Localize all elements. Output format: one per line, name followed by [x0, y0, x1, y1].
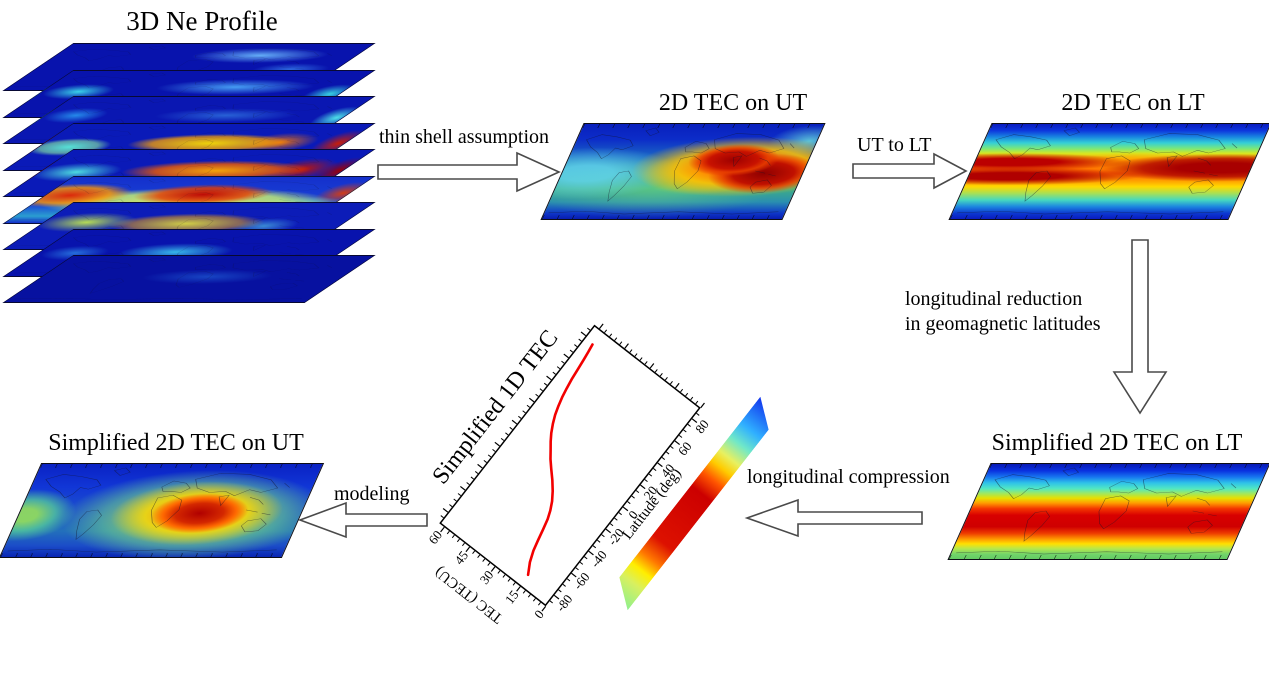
world-coastline — [13, 257, 363, 300]
plot-axes — [439, 323, 705, 612]
label-longitudinal-compression: longitudinal compression — [747, 466, 950, 488]
label-ut-to-lt: UT to LT — [857, 134, 932, 156]
label-longitudinal-reduction: longitudinal reduction in geomagnetic la… — [905, 287, 1101, 337]
title-3d-ne-profile: 3D Ne Profile — [126, 6, 278, 36]
map-simplified-2d-tec-on-ut — [0, 463, 325, 558]
world-coastline — [6, 467, 314, 553]
thin-shell-arrow-right-icon — [377, 151, 561, 193]
label-modeling: modeling — [334, 483, 410, 505]
title-simplified-2d-tec-on-lt: Simplified 2D TEC on LT — [991, 430, 1243, 456]
tec-profile-curve — [526, 343, 594, 577]
world-coastline — [547, 127, 817, 215]
title-2d-tec-on-ut: 2D TEC on UT — [658, 90, 808, 116]
title-simplified-2d-tec-on-ut: Simplified 2D TEC on UT — [48, 430, 304, 456]
title-2d-tec-on-lt: 2D TEC on LT — [1061, 90, 1205, 116]
label-longitudinal-reduction-line1: longitudinal reduction — [905, 288, 1083, 310]
map-2d-tec-on-lt — [948, 123, 1269, 220]
world-coastline — [955, 467, 1261, 555]
compression-arrow-left-icon — [744, 498, 923, 538]
world-coastline — [956, 127, 1262, 215]
map-simplified-2d-tec-on-lt — [947, 463, 1269, 560]
modeling-arrow-left-icon — [297, 501, 428, 539]
reduction-arrow-down-icon — [1112, 239, 1168, 415]
simplified-1d-tec-plot: Simplified 1D TEC Latitude (deg) TEC (TE… — [426, 323, 712, 626]
label-longitudinal-reduction-line2: in geomagnetic latitudes — [905, 313, 1101, 335]
label-thin-shell-assumption: thin shell assumption — [379, 126, 549, 148]
map-2d-tec-on-ut — [540, 123, 826, 220]
ut-to-lt-arrow-right-icon — [852, 152, 968, 190]
